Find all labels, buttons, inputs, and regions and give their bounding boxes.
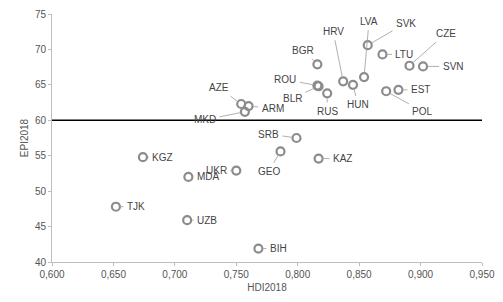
svg-text:EST: EST — [411, 84, 430, 95]
svg-text:POL: POL — [412, 106, 432, 117]
svg-text:70: 70 — [35, 44, 47, 55]
svg-text:75: 75 — [35, 9, 47, 20]
svg-text:MKD: MKD — [194, 114, 216, 125]
svg-text:0,800: 0,800 — [285, 269, 310, 280]
svg-text:ROU: ROU — [274, 74, 296, 85]
svg-text:0,600: 0,600 — [39, 269, 64, 280]
svg-text:0,650: 0,650 — [101, 269, 126, 280]
svg-text:UKR: UKR — [206, 165, 227, 176]
svg-text:KAZ: KAZ — [333, 153, 352, 164]
svg-text:HRV: HRV — [323, 26, 344, 37]
svg-text:65: 65 — [35, 79, 47, 90]
svg-text:RUS: RUS — [317, 106, 338, 117]
svg-text:CZE: CZE — [436, 28, 456, 39]
svg-text:0,850: 0,850 — [347, 269, 372, 280]
svg-text:50: 50 — [35, 186, 47, 197]
svg-text:MDA: MDA — [197, 171, 220, 182]
svg-text:0,700: 0,700 — [162, 269, 187, 280]
svg-text:LVA: LVA — [360, 16, 378, 27]
svg-text:BGR: BGR — [292, 45, 314, 56]
svg-text:HUN: HUN — [347, 99, 369, 110]
svg-text:GEO: GEO — [258, 166, 280, 177]
svg-text:0,750: 0,750 — [224, 269, 249, 280]
svg-text:TJK: TJK — [127, 201, 145, 212]
svg-text:60: 60 — [35, 115, 47, 126]
svg-text:45: 45 — [35, 221, 47, 232]
svg-text:LTU: LTU — [395, 49, 413, 60]
svg-text:0,950: 0,950 — [469, 269, 494, 280]
svg-text:ARM: ARM — [262, 103, 284, 114]
svg-text:AZE: AZE — [209, 82, 229, 93]
svg-text:HDI2018: HDI2018 — [247, 282, 287, 293]
svg-text:SVN: SVN — [443, 61, 464, 72]
svg-text:UZB: UZB — [197, 215, 217, 226]
svg-text:BIH: BIH — [270, 243, 287, 254]
svg-text:SRB: SRB — [258, 129, 279, 140]
svg-text:EPI2018: EPI2018 — [19, 118, 30, 157]
svg-text:0,900: 0,900 — [408, 269, 433, 280]
svg-text:SVK: SVK — [396, 18, 416, 29]
svg-text:40: 40 — [35, 257, 47, 268]
svg-text:BLR: BLR — [283, 93, 302, 104]
svg-text:55: 55 — [35, 150, 47, 161]
svg-text:KGZ: KGZ — [152, 152, 173, 163]
